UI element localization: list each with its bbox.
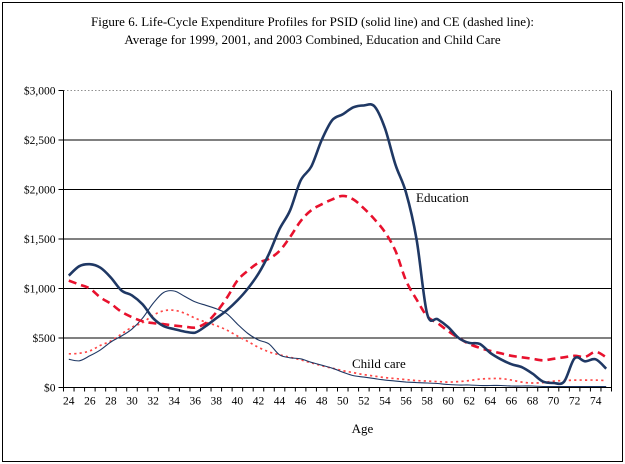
y-tick-label: $3,000 (24, 85, 56, 98)
x-tick-label: 56 (400, 396, 412, 408)
x-tick-label: 48 (316, 396, 328, 408)
x-tick-label: 42 (253, 396, 265, 408)
x-tick-label: 36 (189, 396, 201, 408)
figure-title: Figure 6. Life-Cycle Expenditure Profile… (0, 13, 625, 49)
education-series-label: Education (416, 190, 469, 205)
x-tick-label: 58 (421, 396, 433, 408)
x-tick-label: 30 (126, 396, 138, 408)
y-tick-label: $1,500 (24, 233, 56, 246)
series-line-childcare-psid (68, 290, 607, 388)
x-tick-label: 40 (232, 396, 244, 408)
figure-title-line2: Average for 1999, 2001, and 2003 Combine… (124, 32, 501, 47)
x-tick-label: 26 (84, 396, 96, 408)
x-axis-title: Age (0, 421, 625, 437)
y-tick-label: $500 (33, 332, 56, 345)
series-line-education-ce (68, 194, 607, 362)
x-tick-label: 44 (274, 396, 286, 408)
x-tick-label: 52 (358, 396, 370, 408)
x-tick-label: 60 (442, 396, 454, 408)
x-tick-label: 72 (569, 396, 581, 408)
x-tick-label: 38 (211, 396, 223, 408)
childcare-series-label: Child care (352, 356, 406, 371)
x-tick-label: 68 (527, 396, 539, 408)
y-tick-label: $0 (44, 382, 56, 395)
x-tick-label: 70 (548, 396, 560, 408)
y-tick-label: $1,000 (24, 283, 56, 296)
x-axis-title-text: Age (351, 421, 374, 436)
x-tick-label: 50 (337, 396, 349, 408)
figure-title-line1: Figure 6. Life-Cycle Expenditure Profile… (91, 14, 534, 29)
x-tick-label: 66 (506, 396, 518, 408)
x-tick-label: 62 (463, 396, 475, 408)
series-line-education-psid (67, 102, 608, 386)
y-tick-label: $2,500 (24, 134, 56, 147)
x-tick-label: 64 (485, 396, 497, 408)
x-tick-label: 74 (590, 396, 602, 408)
x-tick-label: 46 (295, 396, 307, 408)
y-tick-label: $2,000 (24, 184, 56, 197)
x-tick-label: 28 (105, 396, 117, 408)
x-tick-label: 54 (379, 396, 391, 408)
x-tick-label: 32 (147, 396, 159, 408)
x-tick-label: 24 (63, 396, 75, 408)
series-line-childcare-ce (68, 309, 607, 384)
x-tick-label: 34 (168, 396, 180, 408)
